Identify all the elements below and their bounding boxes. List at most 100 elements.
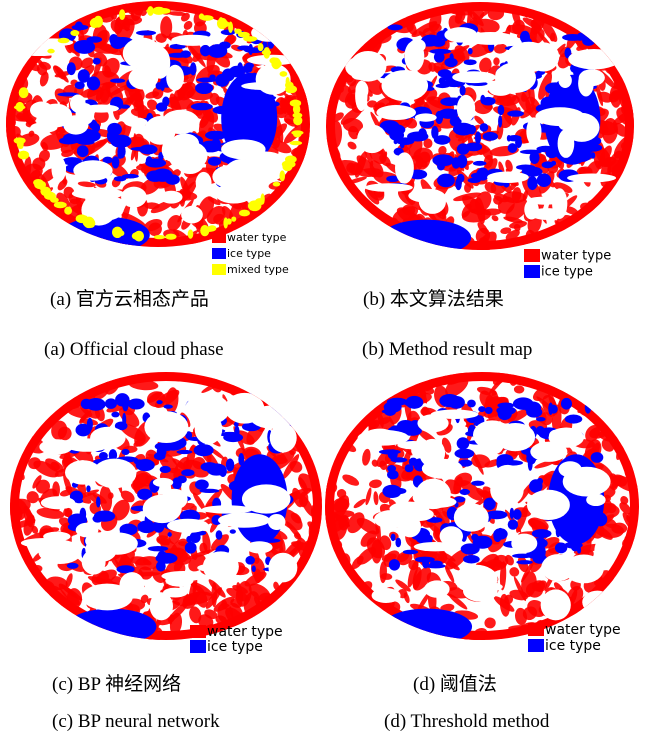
ice-patch (177, 476, 187, 484)
ice-patch (486, 510, 508, 519)
clear-patch (161, 571, 205, 581)
ice-patch (551, 161, 556, 166)
ice-patch (80, 508, 87, 521)
ice-patch (437, 174, 455, 188)
ice-patch (74, 40, 90, 51)
mixed-patch (290, 141, 303, 145)
ice-patch (471, 481, 484, 486)
clear-patch (195, 414, 223, 445)
clear-patch (38, 540, 81, 564)
caption-chinese: (d) 阈值法 (413, 673, 497, 695)
legend-label: ice type (545, 638, 601, 654)
clear-patch (51, 157, 66, 182)
clear-patch (171, 133, 199, 153)
ice-patch (400, 141, 405, 148)
ice-patch (110, 135, 131, 148)
ice-patch (156, 400, 162, 404)
ice-patch (592, 407, 602, 412)
ice-patch (379, 449, 401, 454)
ice-patch (200, 45, 211, 56)
clear-patch (160, 191, 182, 204)
caption-english: (d) Threshold method (384, 711, 550, 731)
caption-chinese: (c) BP 神经网络 (52, 673, 181, 695)
clear-patch (355, 81, 367, 112)
clear-patch (526, 117, 541, 145)
ice-patch (194, 444, 214, 456)
mixed-patch (285, 82, 294, 89)
mixed-patch (47, 49, 54, 54)
ice-patch (237, 45, 251, 50)
ice-region (66, 609, 156, 645)
clear-patch (181, 206, 203, 224)
ice-patch (112, 156, 120, 168)
ice-patch (93, 58, 101, 65)
mixed-patch (154, 235, 166, 239)
ice-patch (86, 485, 90, 492)
ice-patch (81, 399, 92, 409)
clear-patch (579, 69, 605, 86)
legend-label: water type (227, 231, 287, 244)
ice-patch (481, 97, 496, 106)
ice-patch (87, 418, 93, 431)
ice-patch (457, 437, 470, 449)
mixed-patch (19, 87, 29, 98)
ice-patch (536, 417, 546, 421)
ice-patch (190, 62, 197, 75)
clear-patch (82, 550, 106, 575)
ice-region (382, 609, 472, 645)
ice-patch (455, 178, 461, 191)
ice-patch (146, 170, 164, 181)
ice-patch (221, 29, 236, 35)
legend-swatch (528, 639, 544, 652)
ice-patch (77, 145, 89, 157)
clear-patch (153, 478, 173, 487)
legend-swatch (212, 248, 226, 259)
mixed-patch (292, 100, 299, 105)
mixed-patch (64, 207, 72, 215)
clear-patch (268, 514, 286, 530)
ice-patch (137, 521, 155, 534)
clear-patch (564, 113, 600, 142)
ice-patch (464, 59, 477, 65)
mixed-patch (188, 229, 194, 238)
clear-patch (452, 71, 496, 83)
clear-patch (389, 76, 425, 85)
mixed-patch (58, 38, 70, 43)
ice-patch (117, 151, 122, 159)
mixed-patch (70, 30, 79, 36)
legend-swatch (212, 232, 226, 243)
ice-patch (107, 123, 122, 136)
clear-patch (143, 495, 182, 524)
clear-patch (357, 125, 387, 153)
ice-patch (167, 53, 188, 58)
ice-patch (422, 558, 429, 569)
mixed-patch (14, 137, 26, 144)
clear-patch (41, 496, 75, 509)
clear-patch (70, 95, 86, 113)
legend-label: water type (545, 622, 621, 638)
clear-patch (524, 200, 539, 220)
clear-patch (567, 174, 616, 183)
ice-patch (387, 470, 399, 479)
ice-patch (167, 532, 171, 537)
ice-patch (528, 457, 533, 470)
clear-patch (527, 490, 570, 520)
clear-patch (144, 411, 188, 443)
ice-patch (208, 157, 221, 166)
ice-patch (565, 415, 583, 424)
clear-patch (440, 526, 463, 546)
mixed-patch (231, 216, 236, 221)
clear-patch (511, 534, 537, 554)
clear-patch (395, 152, 414, 183)
satellite-image (314, 363, 641, 651)
ice-patch (237, 62, 243, 75)
clear-patch (30, 122, 57, 133)
clear-patch (166, 65, 184, 91)
ice-patch (139, 145, 157, 155)
ice-patch (191, 103, 213, 110)
ice-patch (483, 132, 498, 141)
clear-patch (65, 460, 101, 484)
legend-swatch (190, 640, 206, 653)
legend-label: mixed type (227, 263, 289, 276)
ice-patch (196, 78, 217, 83)
